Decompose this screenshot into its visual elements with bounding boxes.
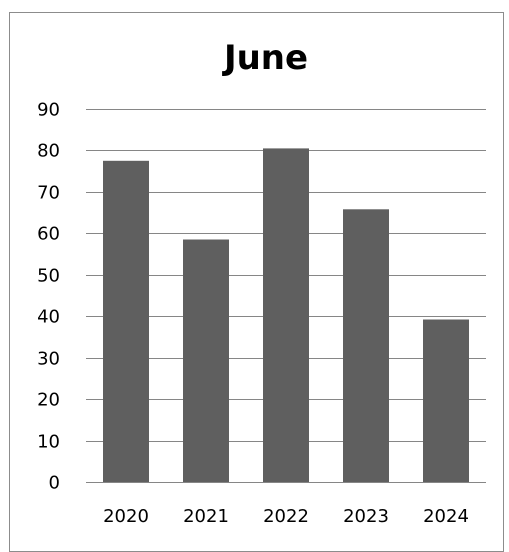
y-tick-label: 90 bbox=[37, 100, 60, 121]
y-tick-label: 80 bbox=[37, 141, 60, 162]
bar-2021 bbox=[183, 239, 229, 482]
chart-frame bbox=[9, 12, 504, 552]
y-axis-tick-labels: 0 10 20 30 40 50 60 70 80 90 bbox=[37, 100, 60, 494]
bar-2022 bbox=[263, 148, 309, 482]
x-axis-tick-labels: 2020 2021 2022 2023 2024 bbox=[103, 506, 469, 527]
chart-title: June bbox=[222, 38, 308, 78]
y-tick-label: 40 bbox=[37, 307, 60, 328]
y-tick-label: 10 bbox=[37, 432, 60, 453]
bar-2024 bbox=[423, 319, 469, 482]
y-tick-label: 60 bbox=[37, 224, 60, 245]
y-tick-label: 0 bbox=[49, 473, 60, 494]
x-tick-label: 2021 bbox=[183, 506, 229, 527]
x-tick-label: 2022 bbox=[263, 506, 309, 527]
x-tick-label: 2020 bbox=[103, 506, 149, 527]
x-tick-label: 2023 bbox=[343, 506, 389, 527]
y-tick-label: 30 bbox=[37, 349, 60, 370]
y-tick-label: 50 bbox=[37, 266, 60, 287]
y-tick-label: 20 bbox=[37, 390, 60, 411]
bars bbox=[103, 148, 469, 483]
x-tick-label: 2024 bbox=[423, 506, 469, 527]
y-tick-label: 70 bbox=[37, 183, 60, 204]
bar-2020 bbox=[103, 160, 149, 483]
bar-2023 bbox=[343, 209, 389, 483]
